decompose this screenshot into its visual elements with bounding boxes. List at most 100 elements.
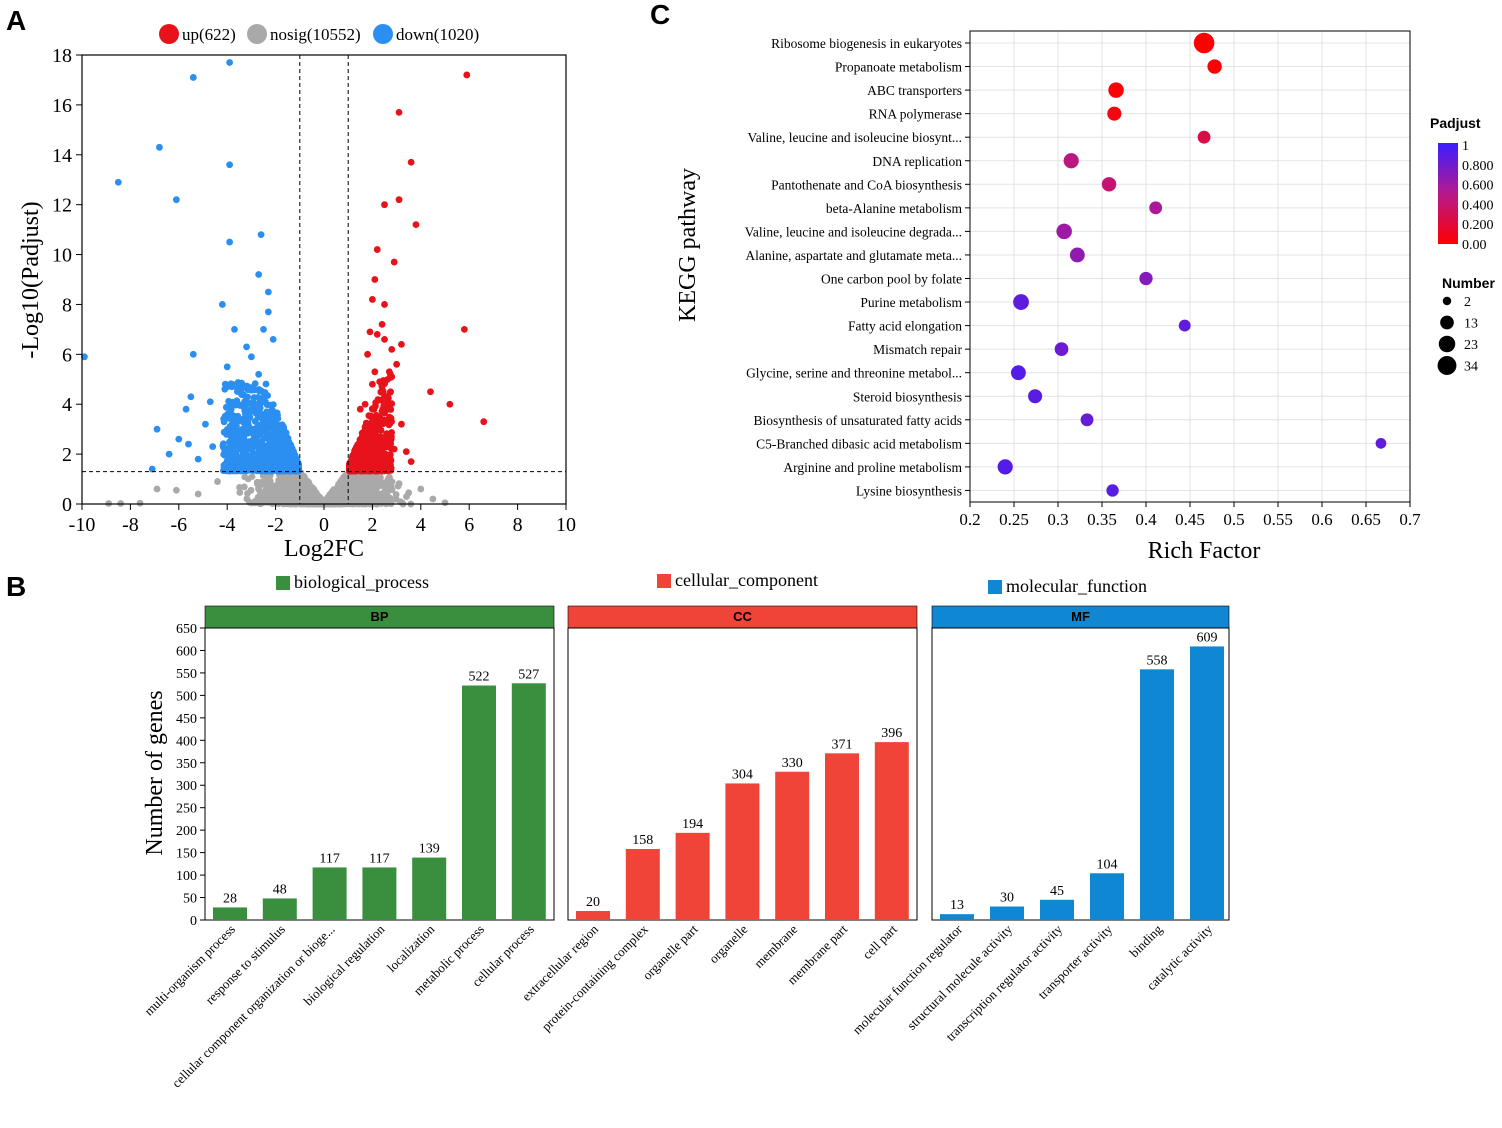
go-frame	[931, 627, 1230, 921]
down-cluster-point	[279, 460, 287, 468]
kegg-bubble	[1013, 294, 1029, 310]
legend-nosig-label: nosig(10552)	[270, 25, 361, 44]
up-cluster-point	[350, 466, 358, 474]
size-legend-marker	[1438, 335, 1456, 353]
down-point	[235, 380, 243, 388]
go-bar	[462, 685, 496, 920]
go-bar	[825, 753, 859, 920]
go-strip-label: CC	[733, 609, 752, 624]
up-cluster-point	[370, 464, 377, 472]
go-bar	[1140, 669, 1174, 920]
down-point	[218, 301, 226, 308]
down-cluster-point	[227, 404, 235, 412]
kegg-pathway-label: DNA replication	[872, 154, 962, 169]
go-bar-value-label: 371	[832, 737, 853, 752]
kegg-bubble	[1139, 271, 1153, 286]
nosig-cluster-point	[361, 488, 369, 496]
down-cluster-point	[273, 458, 280, 465]
kegg-pathway-label: beta-Alanine metabolism	[826, 201, 963, 216]
volcano-x-axis: -10 -8 -6 -4 -2 0 2 4 6 8 10	[69, 504, 576, 536]
nosig-cluster-point	[272, 493, 280, 500]
up-cluster-point	[375, 443, 383, 451]
go-bar-value-label: 30	[1000, 891, 1014, 906]
kegg-bubble	[1375, 437, 1387, 449]
go-bar-chart: 050100150200250300350400450500550600650 …	[141, 570, 1230, 1090]
down-cluster-point	[226, 438, 233, 446]
kegg-pathway-label: Valine, leucine and isoleucine degrada..…	[745, 224, 962, 239]
kegg-bubble	[1197, 130, 1211, 144]
kegg-pathway-label: Steroid biosynthesis	[853, 389, 962, 404]
kegg-bubble	[1063, 153, 1079, 169]
down-point	[202, 420, 209, 428]
colorbar-ticks: 1 0.800 0.600 0.400 0.200 0.00	[1462, 139, 1494, 253]
down-point	[165, 450, 173, 458]
nosig-cluster-point	[367, 473, 374, 481]
down-point	[243, 343, 250, 351]
go-y-tick-label: 200	[176, 824, 197, 839]
nosig-cluster-point	[356, 496, 364, 503]
volcano-x-tick-label: 4	[416, 514, 426, 536]
go-bar	[775, 771, 810, 920]
volcano-y-tick-label: 16	[52, 95, 72, 117]
up-cluster-point	[364, 420, 372, 428]
go-bar	[312, 867, 347, 920]
kegg-pathway-label: Ribosome biogenesis in eukaryotes	[771, 36, 962, 51]
up-point	[381, 201, 388, 209]
nosig-cluster-point	[307, 484, 315, 492]
go-legend-label: biological_process	[294, 572, 429, 592]
down-cluster-point	[245, 438, 253, 446]
nosig-cluster-point	[358, 482, 366, 490]
down-point	[114, 178, 122, 186]
go-y-tick-label: 350	[176, 757, 197, 772]
up-cluster-point	[371, 431, 378, 438]
volcano-y-tick-label: 8	[62, 294, 72, 316]
nosig-cluster-point	[371, 485, 378, 493]
nosig-cluster-point	[392, 491, 400, 498]
volcano-x-tick-label: 8	[513, 514, 523, 536]
nosig-cluster-point	[243, 495, 251, 503]
go-bar-value-label: 158	[632, 833, 653, 848]
kegg-bubble	[1207, 59, 1222, 74]
go-bar-value-label: 20	[586, 895, 600, 910]
down-cluster-point	[250, 400, 258, 408]
down-point	[260, 325, 267, 333]
go-group-bp: biological_process BP 28 multi-organism pro…	[141, 572, 555, 1090]
down-cluster-point	[260, 394, 268, 401]
down-cluster-point	[232, 451, 240, 459]
volcano-x-tick-label: -6	[170, 514, 187, 536]
up-cluster-point	[380, 394, 388, 401]
up-point	[371, 368, 379, 376]
kegg-x-tick-label: 0.55	[1263, 510, 1293, 529]
go-bar-value-label: 13	[950, 898, 964, 913]
colorbar-tick-label: 0.00	[1462, 238, 1487, 253]
down-point	[257, 231, 265, 239]
nosig-cluster-point	[370, 497, 377, 504]
down-cluster-point	[289, 462, 297, 469]
down-cluster-point	[264, 413, 271, 421]
down-point	[189, 74, 197, 81]
down-point	[81, 353, 88, 361]
go-bar	[625, 849, 660, 920]
colorbar-tick-label: 1	[1462, 139, 1469, 154]
down-cluster-point	[240, 449, 248, 457]
go-y-tick-label: 250	[176, 802, 197, 817]
kegg-bubble	[997, 459, 1013, 475]
nosig-point	[429, 495, 437, 503]
go-bar-value-label: 45	[1050, 884, 1064, 899]
go-category-label: organelle	[706, 921, 751, 966]
up-point	[364, 350, 371, 358]
size-legend-label: 23	[1464, 338, 1478, 353]
kegg-bubble	[1106, 484, 1119, 497]
nosig-cluster-point	[387, 483, 395, 490]
down-point	[172, 196, 180, 204]
down-cluster-point	[244, 386, 252, 393]
up-cluster-point	[387, 388, 394, 396]
down-cluster-point	[264, 464, 271, 472]
nosig-cluster-point	[244, 475, 252, 483]
go-bar-value-label: 194	[682, 817, 703, 832]
kegg-bubble	[1028, 389, 1043, 404]
down-cluster-point	[254, 394, 262, 401]
down-cluster-point	[282, 440, 290, 448]
down-cluster-point	[262, 434, 269, 442]
go-groups: biological_process BP 28 multi-organism pro…	[141, 570, 1230, 1090]
